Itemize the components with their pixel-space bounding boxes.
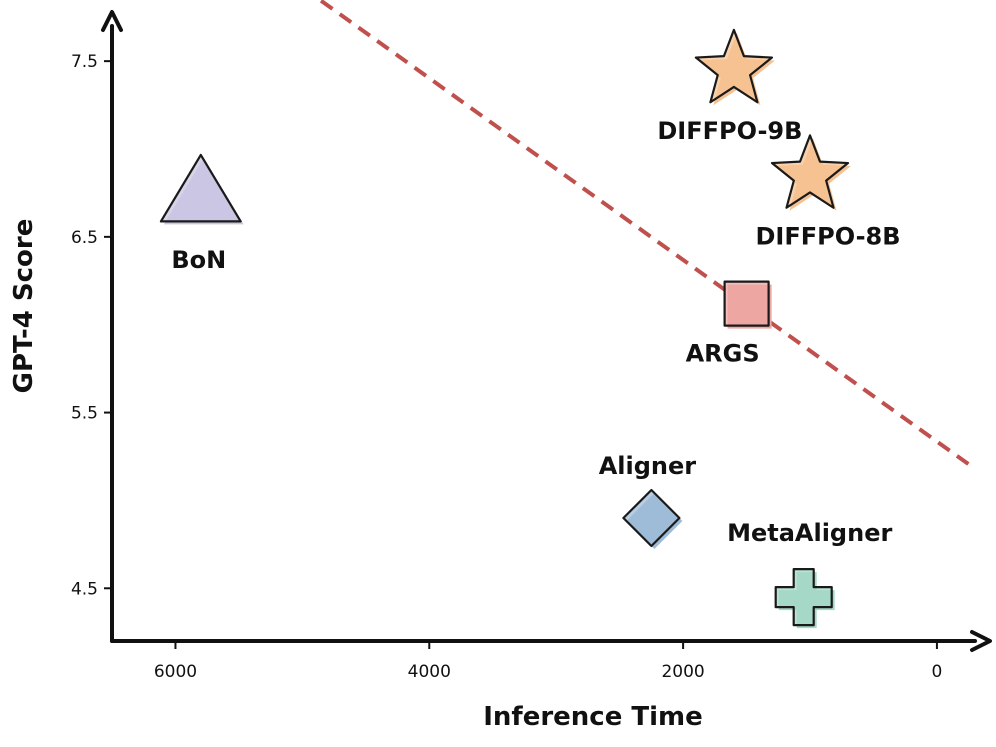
point-bon [159, 153, 244, 225]
y-tick-label: 5.5 [71, 404, 98, 424]
marker-star [770, 134, 850, 209]
x-tick-label: 0 [932, 662, 943, 682]
y-tick-label: 6.5 [71, 228, 98, 248]
y-axis-title: GPT-4 Score [9, 219, 39, 394]
point-diffpo-9b [694, 28, 775, 106]
marker-star [694, 28, 774, 104]
y-tick-layer: 4.5 5.5 6.5 7.5 [71, 52, 112, 599]
point-aligner [622, 488, 683, 549]
x-tick-layer: 6000 4000 2000 0 [154, 641, 943, 682]
point-args [723, 280, 772, 329]
x-tick-label: 2000 [661, 662, 704, 682]
point-layer [159, 28, 852, 629]
y-axis-arrowhead [101, 10, 123, 32]
marker-triangle [159, 153, 242, 223]
x-axis-arrowhead [970, 630, 992, 652]
marker-square [723, 280, 770, 327]
point-label: DIFFPO-8B [755, 222, 900, 250]
y-tick-label: 4.5 [71, 579, 98, 599]
point-label: MetaAligner [727, 519, 892, 547]
marker-diamond [622, 488, 681, 548]
point-metaaligner [774, 567, 835, 629]
label-layer: BoN DIFFPO-9B DIFFPO-8B ARGS Aligner MetaAlig… [171, 117, 900, 547]
point-diffpo-8b [770, 134, 852, 211]
x-tick-label: 4000 [408, 662, 451, 682]
point-label: BoN [171, 246, 226, 274]
y-tick-label: 7.5 [71, 52, 98, 72]
point-label: DIFFPO-9B [657, 117, 802, 145]
x-axis-title: Inference Time [483, 702, 703, 732]
point-label: ARGS [686, 340, 760, 368]
point-label: Aligner [599, 452, 697, 480]
x-tick-label: 6000 [154, 662, 197, 682]
marker-plus [774, 567, 833, 627]
